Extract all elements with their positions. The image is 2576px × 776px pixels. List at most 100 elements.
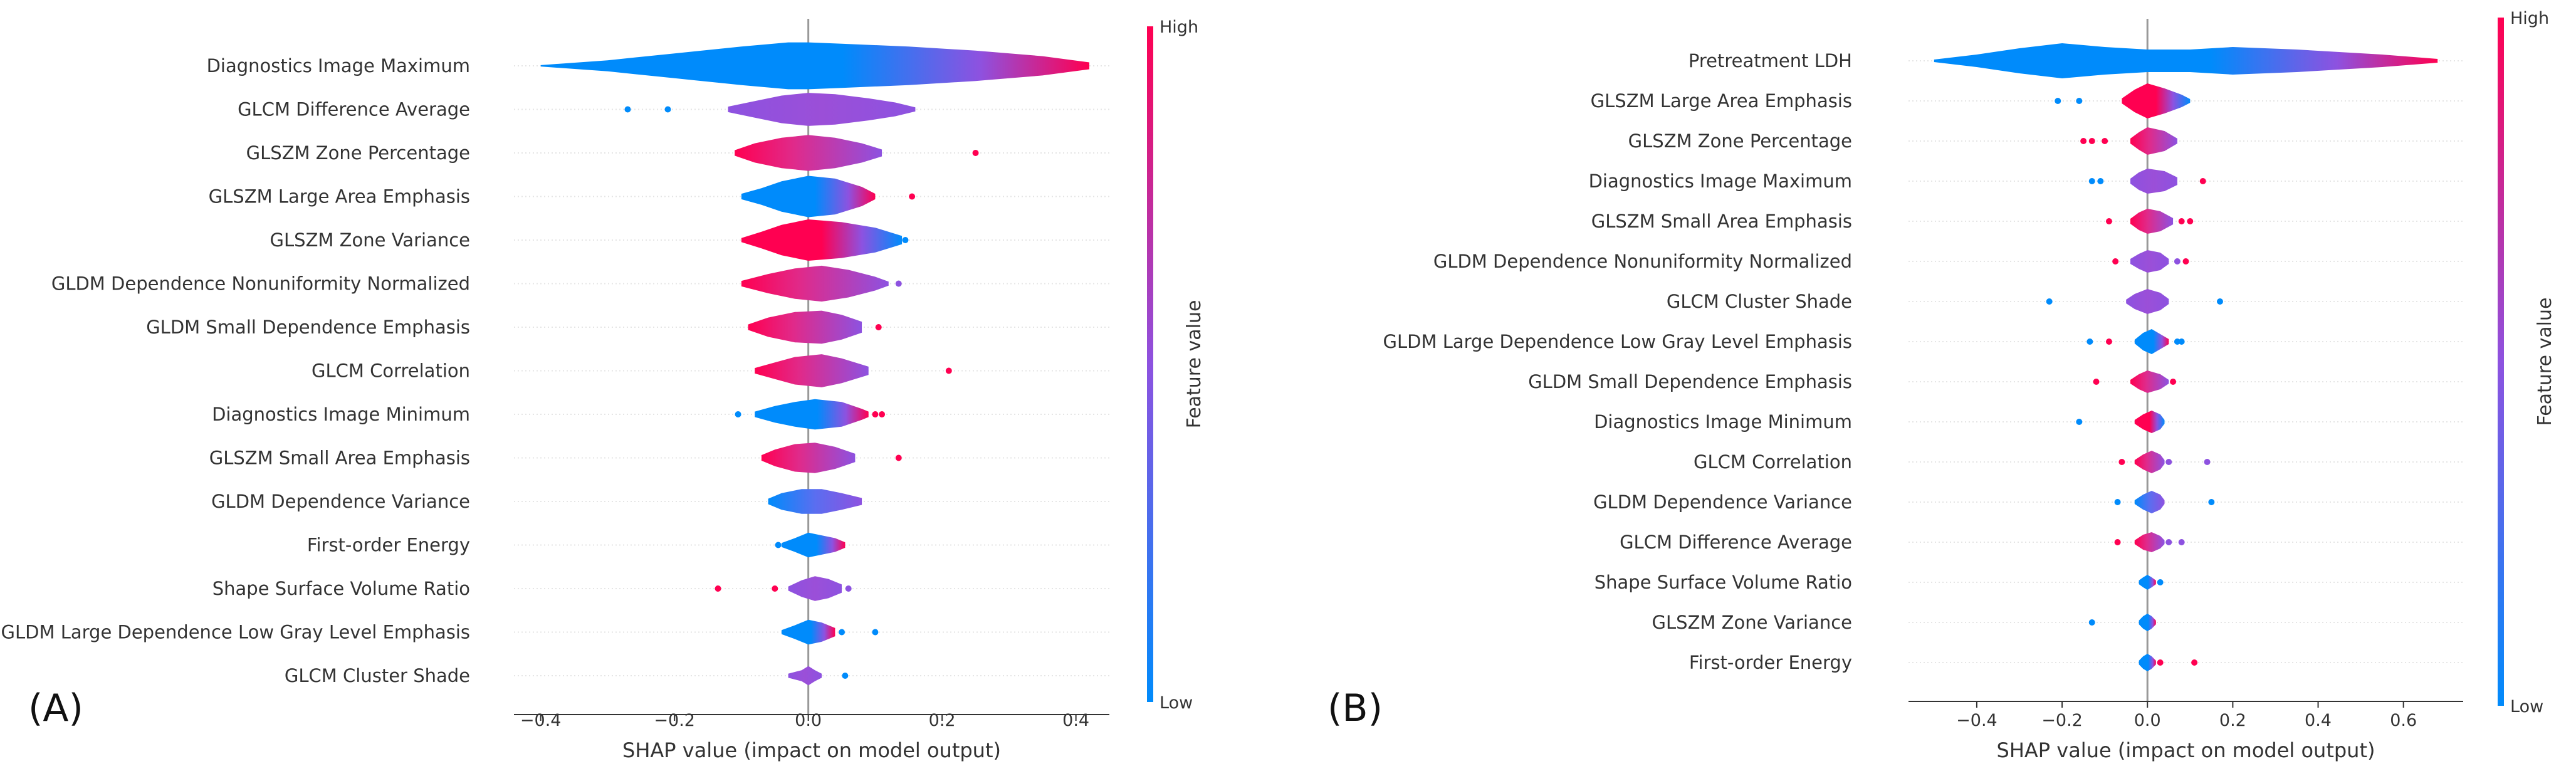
violin-7 — [748, 310, 862, 344]
outlier-point — [2093, 379, 2100, 385]
violin-8 — [2134, 329, 2169, 354]
feature-label: GLDM Dependence Variance — [211, 491, 470, 512]
feature-label: GLDM Dependence Variance — [1593, 491, 1852, 513]
colorbar-title: Feature value — [1183, 300, 1205, 429]
feature-label: Diagnostics Image Minimum — [212, 404, 470, 425]
violin-10 — [2134, 411, 2165, 433]
colorbar — [1147, 26, 1153, 702]
violin-11 — [2134, 451, 2165, 473]
outlier-point — [2088, 178, 2095, 184]
colorbar-title: Feature value — [2534, 298, 2556, 426]
feature-label: GLSZM Zone Percentage — [1628, 130, 1852, 152]
violin-13 — [788, 576, 842, 601]
violin-4 — [741, 176, 876, 218]
feature-label: GLSZM Small Area Emphasis — [209, 448, 470, 469]
outlier-point — [2191, 659, 2198, 666]
violin-1 — [1934, 43, 2438, 78]
colorbar-low-label: Low — [2510, 697, 2543, 716]
x-tick-label: −0.2 — [654, 711, 695, 730]
x-tick-label: 0.6 — [2390, 711, 2417, 730]
feature-label: GLCM Correlation — [1694, 451, 1852, 473]
violin-5 — [741, 219, 903, 261]
violin-3 — [735, 135, 882, 171]
outlier-point — [2105, 338, 2112, 345]
outlier-point — [2178, 539, 2185, 545]
outlier-point — [2076, 98, 2083, 104]
x-tick-label: 0.2 — [2219, 711, 2246, 730]
feature-label: Shape Surface Volume Ratio — [1594, 572, 1852, 593]
feature-label: Diagnostics Image Maximum — [1589, 170, 1852, 192]
outlier-point — [2114, 499, 2121, 505]
feature-label: GLDM Dependence Nonuniformity Normalized — [1433, 251, 1852, 272]
outlier-point — [845, 585, 852, 592]
violin-15 — [2139, 614, 2156, 631]
outlier-point — [624, 106, 631, 113]
outlier-point — [2178, 338, 2185, 345]
panel-b: Pretreatment LDH GLSZM Large Area Emphasi… — [1327, 9, 2556, 762]
feature-label: GLSZM Zone Percentage — [246, 142, 470, 164]
feature-label: GLCM Cluster Shade — [1667, 291, 1852, 312]
outlier-point — [2199, 178, 2206, 184]
outlier-point — [2076, 419, 2083, 425]
outlier-point — [872, 629, 879, 636]
outlier-point — [902, 237, 909, 243]
outlier-point — [2114, 539, 2121, 545]
outlier-point — [2157, 659, 2164, 666]
colorbar — [2498, 18, 2504, 706]
violin-10 — [761, 443, 856, 473]
outlier-point — [842, 673, 849, 679]
feature-label: GLSZM Small Area Emphasis — [1591, 211, 1852, 232]
outlier-point — [2097, 178, 2104, 184]
violin-15 — [788, 666, 822, 686]
outlier-point — [909, 193, 916, 200]
outlier-point — [2086, 338, 2093, 345]
outlier-point — [2118, 459, 2125, 465]
x-tick-label: 0.0 — [2134, 711, 2161, 730]
feature-label: GLCM Correlation — [312, 360, 470, 382]
feature-label: GLSZM Zone Variance — [270, 229, 470, 251]
feature-label: GLCM Cluster Shade — [285, 665, 470, 686]
violin-3 — [2130, 127, 2177, 155]
violin-8 — [755, 354, 869, 387]
feature-label: Pretreatment LDH — [1689, 50, 1852, 71]
x-axis-label: SHAP value (impact on model output) — [622, 738, 1001, 762]
outlier-point — [879, 411, 886, 417]
outlier-point — [2165, 459, 2172, 465]
violin-13 — [2134, 532, 2165, 552]
colorbar-high-label: High — [2510, 9, 2549, 28]
outlier-point — [772, 585, 778, 592]
outlier-point — [2204, 459, 2211, 465]
feature-label: Shape Surface Volume Ratio — [212, 578, 470, 599]
x-tick-label: 0.4 — [2305, 711, 2332, 730]
violin-12 — [781, 532, 846, 558]
outlier-point — [2157, 579, 2164, 585]
panel-label: (A) — [28, 686, 83, 730]
violin-9 — [755, 399, 869, 430]
outlier-point — [872, 411, 879, 417]
feature-label: GLSZM Zone Variance — [1652, 612, 1852, 633]
outlier-point — [2216, 298, 2223, 305]
feature-label: GLDM Small Dependence Emphasis — [1528, 371, 1852, 392]
x-axis-label: SHAP value (impact on model output) — [1997, 738, 2375, 762]
feature-label: Diagnostics Image Minimum — [1594, 411, 1852, 433]
outlier-point — [2208, 499, 2215, 505]
outlier-point — [775, 542, 782, 548]
colorbar-high-label: High — [1160, 18, 1198, 37]
feature-label: First-order Energy — [307, 535, 470, 556]
panel-a: Diagnostics Image Maximum GLCM Difference… — [1, 18, 1206, 762]
violin-6 — [2130, 250, 2169, 273]
violin-7 — [2126, 289, 2169, 314]
outlier-point — [2080, 138, 2087, 144]
violin-2 — [728, 93, 916, 126]
x-tick-label: 0.2 — [929, 711, 956, 730]
outlier-point — [735, 411, 741, 417]
feature-label: GLDM Large Dependence Low Gray Level Emp… — [1, 622, 471, 643]
outlier-point — [2187, 218, 2194, 224]
outlier-point — [895, 280, 902, 287]
feature-label: Diagnostics Image Maximum — [207, 55, 470, 76]
violin-6 — [741, 265, 889, 302]
feature-label: GLDM Large Dependence Low Gray Level Emp… — [1383, 331, 1853, 352]
outlier-point — [895, 454, 902, 461]
outlier-point — [2174, 258, 2181, 265]
outlier-point — [2046, 298, 2053, 305]
